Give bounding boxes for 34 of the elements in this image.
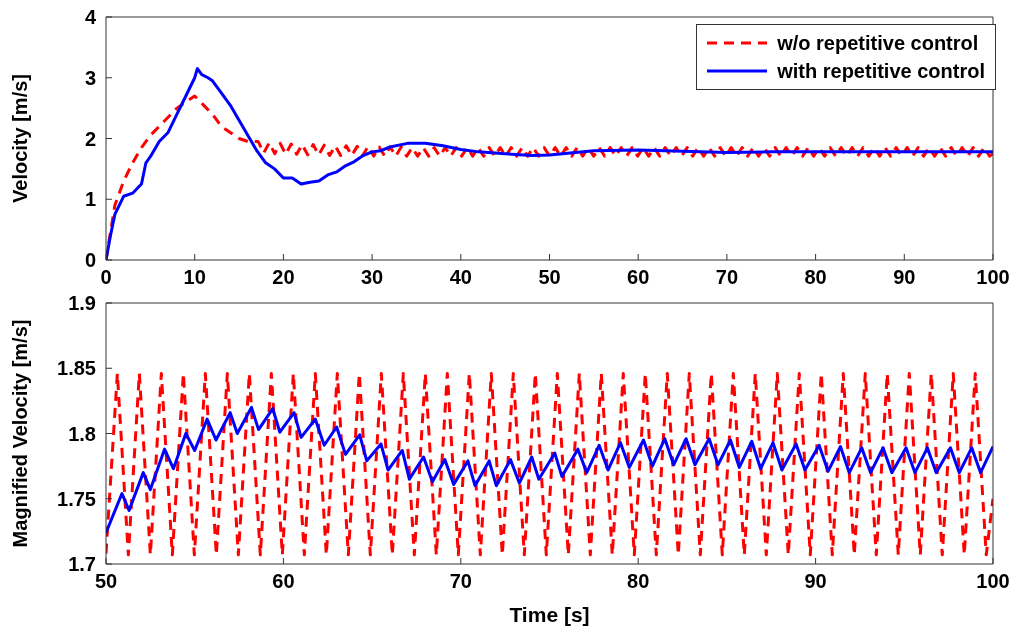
x-tick-label: 10 xyxy=(183,266,206,289)
x-tick-label: 100 xyxy=(976,570,1010,593)
y-tick-label: 0 xyxy=(84,249,96,272)
x-tick-label: 30 xyxy=(360,266,384,289)
x-tick-label: 90 xyxy=(804,570,827,593)
y-axis-title: Magnified Velocity [m/s] xyxy=(9,319,32,548)
x-tick-label: 70 xyxy=(449,570,472,593)
y-tick-label: 1 xyxy=(84,188,96,211)
y-tick-label: 4 xyxy=(84,6,97,29)
legend-label: w/o repetitive control xyxy=(777,31,979,55)
x-tick-label: 60 xyxy=(272,570,295,593)
y-tick-label: 1.7 xyxy=(68,553,96,576)
x-tick-label: 80 xyxy=(804,266,827,289)
line-series xyxy=(106,371,993,557)
x-tick-label: 50 xyxy=(538,266,561,289)
y-axis-title: Velocity [m/s] xyxy=(9,74,32,203)
x-tick-label: 90 xyxy=(893,266,916,289)
x-tick-label: 40 xyxy=(449,266,472,289)
y-tick-label: 3 xyxy=(84,66,96,89)
x-tick-label: 20 xyxy=(272,266,295,289)
x-tick-label: 100 xyxy=(976,266,1010,289)
y-tick-label: 1.9 xyxy=(68,292,96,315)
y-tick-label: 1.85 xyxy=(57,357,96,380)
x-tick-label: 80 xyxy=(627,570,650,593)
x-tick-label: 0 xyxy=(100,266,112,289)
y-tick-label: 1.8 xyxy=(68,422,96,445)
line-series xyxy=(106,405,993,535)
y-tick-label: 2 xyxy=(84,127,96,150)
legend-label: with repetitive control xyxy=(777,59,985,83)
x-tick-label: 70 xyxy=(715,266,739,289)
y-tick-label: 1.75 xyxy=(57,487,96,510)
x-tick-label: 60 xyxy=(627,266,650,289)
x-tick-label: 50 xyxy=(94,570,118,593)
x-axis-title: Time [s] xyxy=(509,603,590,626)
